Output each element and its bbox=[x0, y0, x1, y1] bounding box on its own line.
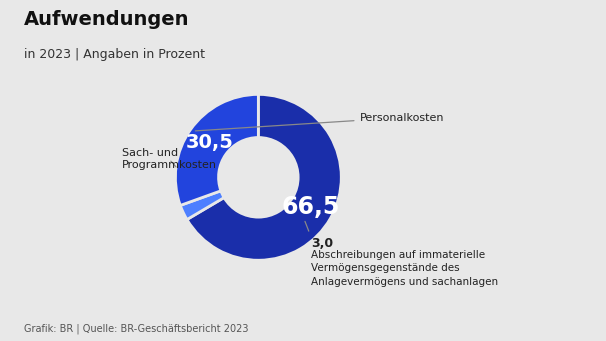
Text: Grafik: BR | Quelle: BR-Geschäftsbericht 2023: Grafik: BR | Quelle: BR-Geschäftsbericht… bbox=[24, 324, 248, 334]
Text: Aufwendungen: Aufwendungen bbox=[24, 10, 190, 29]
Text: in 2023 | Angaben in Prozent: in 2023 | Angaben in Prozent bbox=[24, 48, 205, 61]
Wedge shape bbox=[175, 94, 258, 205]
Wedge shape bbox=[181, 191, 224, 220]
Text: 30,5: 30,5 bbox=[185, 133, 233, 152]
Wedge shape bbox=[187, 94, 341, 260]
Text: Personalkosten: Personalkosten bbox=[195, 113, 444, 131]
Text: Abschreibungen auf immaterielle
Vermögensgegenstände des
Anlagevermögens und sac: Abschreibungen auf immaterielle Vermögen… bbox=[311, 250, 499, 287]
Text: 66,5: 66,5 bbox=[281, 195, 339, 219]
Text: 3,0: 3,0 bbox=[311, 237, 333, 250]
Text: Sach- und
Programmkosten: Sach- und Programmkosten bbox=[122, 148, 216, 170]
